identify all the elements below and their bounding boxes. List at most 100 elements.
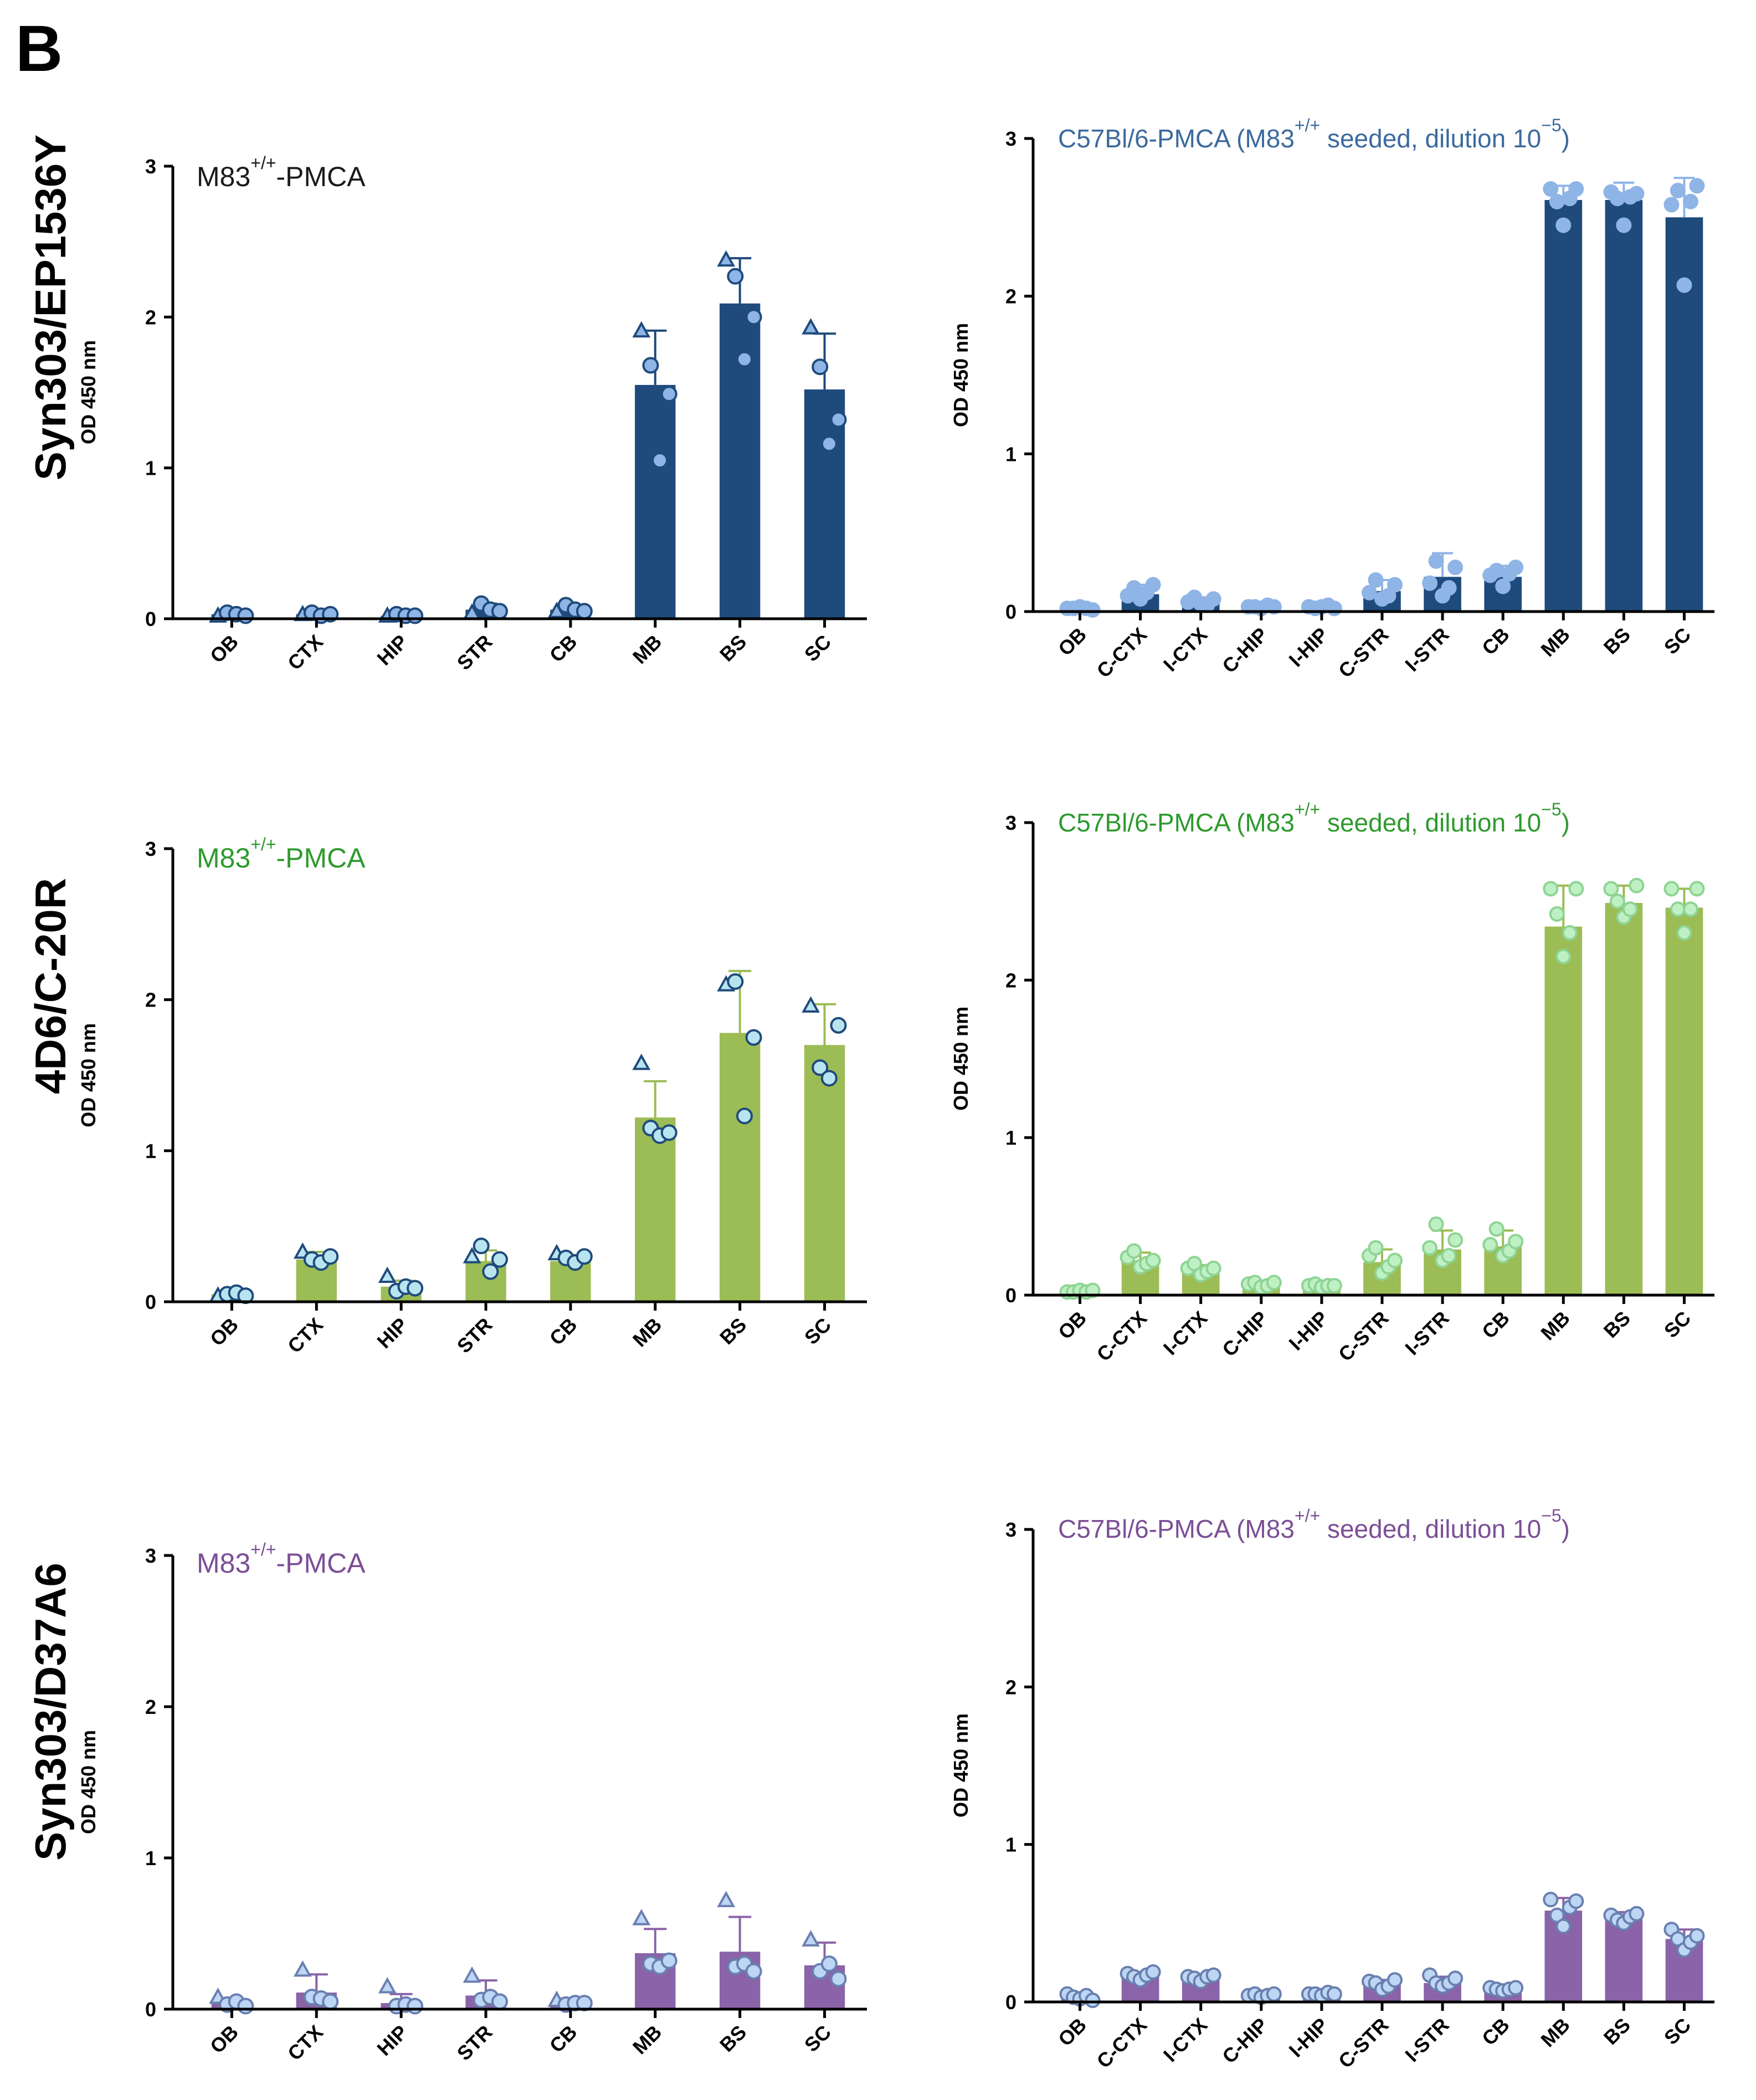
x-tick-label: OB [206, 1313, 243, 1351]
x-tick-label: OB [206, 630, 243, 668]
data-point-triangle [293, 1960, 312, 1977]
data-point [407, 1280, 424, 1297]
y-tick-label: 0 [1005, 1284, 1016, 1307]
title-part: C57Bl/6-PMCA (M83 [1058, 808, 1295, 837]
data-point [1689, 881, 1705, 897]
bar [1544, 200, 1583, 612]
data-point [407, 1998, 424, 2015]
x-tick-label: C-CTX [1092, 1307, 1152, 1366]
data-point [1609, 191, 1625, 207]
x-tick-label: CB [1477, 2014, 1514, 2050]
data-point [1676, 925, 1692, 941]
data-point [1555, 948, 1572, 964]
row-label: 4D6/C-20R [26, 878, 75, 1094]
data-point [820, 1955, 838, 1973]
data-point [1085, 1282, 1101, 1298]
x-tick-label: I-HIP [1285, 2014, 1333, 2062]
data-point [576, 603, 593, 620]
x-tick-label: CTX [283, 630, 327, 675]
title-part: C57Bl/6-PMCA (M83 [1058, 1514, 1295, 1543]
bar [1605, 200, 1643, 612]
data-point [1543, 881, 1559, 897]
data-point [1447, 1970, 1464, 1986]
x-tick-label: SC [800, 630, 835, 666]
data-point [1508, 559, 1524, 576]
data-point [1562, 925, 1578, 941]
title-part: -PMCA [276, 1548, 366, 1579]
y-axis-label: OD 450 nm [77, 1023, 100, 1127]
bar [1665, 217, 1703, 612]
x-tick-label: BS [715, 1313, 751, 1349]
data-point-triangle [802, 318, 820, 335]
data-point [1549, 906, 1565, 922]
data-point [1663, 881, 1680, 897]
y-tick-label: 3 [1005, 127, 1016, 150]
data-point [642, 357, 659, 374]
data-point [1326, 1277, 1342, 1293]
data-point [1205, 1967, 1221, 1983]
y-tick-label: 1 [1005, 1834, 1016, 1856]
x-tick-label: SC [800, 1313, 835, 1349]
data-point [1568, 1893, 1584, 1909]
data-point [237, 607, 254, 624]
y-tick-label: 3 [145, 155, 156, 178]
x-tick-label: OB [1054, 623, 1091, 660]
title-superscript: −5 [1541, 1506, 1561, 1526]
data-point [745, 309, 762, 326]
x-tick-label: I-CTX [1159, 623, 1211, 676]
title-part: -PMCA [276, 843, 366, 874]
data-point [482, 1263, 499, 1280]
data-point [745, 1963, 762, 1980]
data-point [407, 607, 424, 624]
data-point [1603, 881, 1619, 897]
x-tick-label: I-CTX [1159, 2014, 1211, 2066]
title-superscript: −5 [1541, 115, 1561, 135]
x-tick-label: I-HIP [1285, 1307, 1333, 1355]
data-point [1428, 1216, 1444, 1233]
y-tick-label: 3 [145, 1544, 156, 1567]
data-point [812, 358, 829, 376]
title-part: M83 [197, 843, 250, 874]
x-tick-label: CTX [283, 2021, 327, 2065]
data-point [1555, 217, 1572, 233]
x-tick-label: OB [1054, 2014, 1091, 2051]
data-point [1549, 193, 1565, 209]
chart-title: C57Bl/6-PMCA (M83+/+ seeded, dilution 10… [1058, 799, 1570, 836]
panel-letter: B [16, 12, 63, 85]
title-part: ) [1562, 808, 1570, 837]
chart-panel: M83+/+-PMCA OD 450 nm 0 1 2 3 OB CTX HIP STR CB MB B… [77, 1539, 867, 2065]
data-point [237, 1998, 254, 2015]
data-point [1368, 572, 1384, 588]
x-tick-label: SC [800, 2021, 835, 2056]
data-point [1085, 1993, 1101, 2009]
data-point [1145, 1252, 1161, 1269]
x-tick-label: C-STR [1334, 623, 1393, 682]
x-tick-label: STR [453, 1313, 497, 1358]
x-tick-label: C-STR [1334, 1307, 1393, 1366]
chart-panel: C57Bl/6-PMCA (M83+/+ seeded, dilution 10… [949, 115, 1714, 682]
x-tick-label: MB [1536, 623, 1574, 661]
data-point [1126, 1243, 1142, 1259]
data-point [1670, 182, 1686, 198]
chart-title: C57Bl/6-PMCA (M83+/+ seeded, dilution 10… [1058, 1506, 1570, 1543]
data-point [1629, 877, 1645, 894]
data-point-triangle [463, 1966, 481, 1983]
data-point [491, 1993, 509, 2010]
x-tick-label: CTX [283, 1313, 327, 1358]
x-tick-label: I-STR [1400, 2014, 1453, 2066]
data-point [727, 268, 744, 285]
x-tick-label: BS [715, 630, 751, 666]
x-tick-label: CB [545, 2021, 582, 2057]
y-axis-label: OD 450 nm [949, 323, 972, 427]
data-point-triangle [378, 1266, 397, 1283]
title-superscript: +/+ [250, 1539, 276, 1559]
x-tick-label: C-HIP [1218, 1307, 1272, 1361]
title-part: seeded, dilution 10 [1320, 1514, 1541, 1543]
data-point [1568, 181, 1584, 197]
data-point [491, 1251, 509, 1268]
data-point [1085, 602, 1101, 618]
x-tick-label: I-CTX [1159, 1307, 1211, 1359]
data-point [820, 1070, 838, 1087]
